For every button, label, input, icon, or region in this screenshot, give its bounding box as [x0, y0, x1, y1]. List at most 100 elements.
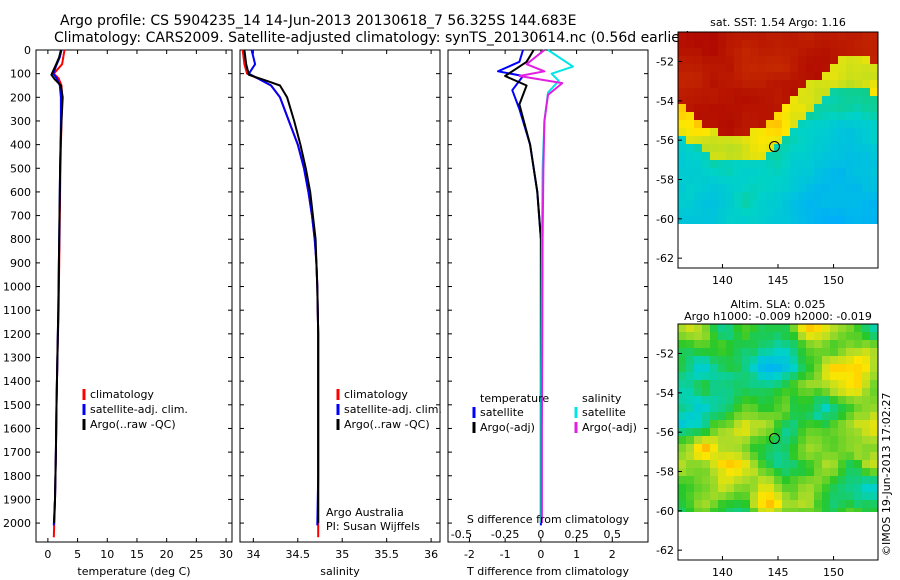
sst_map-cell: [726, 88, 734, 96]
sla_map-cell: [686, 476, 694, 484]
sst_map-cell: [694, 72, 702, 80]
sst_map-cell: [798, 120, 806, 128]
sla_map-cell: [806, 340, 814, 348]
sla_map-cell: [822, 412, 830, 420]
sst_map-cell: [694, 144, 702, 152]
sla_map-cell: [766, 332, 774, 340]
sst_map-cell: [718, 88, 726, 96]
sla_map-cell: [742, 500, 750, 508]
sla_map-cell: [790, 340, 798, 348]
sst_map-cell: [806, 216, 814, 224]
sla_map-cell: [726, 484, 734, 492]
sst_map-cell: [814, 40, 822, 48]
sst_map-cell: [822, 192, 830, 200]
sla_map-cell: [822, 420, 830, 428]
sst_map-cell: [854, 96, 862, 104]
sst_map-cell: [814, 152, 822, 160]
sst_map-cell: [734, 184, 742, 192]
sla_map-cell: [790, 380, 798, 388]
sst_map-cell: [806, 104, 814, 112]
sst_map-cell: [766, 72, 774, 80]
sst_map-cell: [862, 104, 870, 112]
sla_map-cell: [766, 348, 774, 356]
sst_map-cell: [814, 96, 822, 104]
sla_map-cell: [870, 372, 878, 380]
sst_map-cell: [798, 96, 806, 104]
sla_map-cell: [734, 436, 742, 444]
difference-xtick-label: -2: [464, 548, 475, 561]
sst_map-cell: [798, 160, 806, 168]
sst_map-cell: [846, 104, 854, 112]
sst_map-cell: [694, 200, 702, 208]
sst_map-cell: [774, 64, 782, 72]
sla_map-cell: [702, 452, 710, 460]
sst_map-cell: [678, 64, 686, 72]
sst_map-cell: [734, 72, 742, 80]
sst_map-cell: [750, 216, 758, 224]
sla_map-cell: [814, 404, 822, 412]
sst_map-cell: [694, 40, 702, 48]
sst_map-cell: [806, 176, 814, 184]
sst_map-cell: [830, 128, 838, 136]
salinity-series-argo-raw-qc-: [243, 49, 320, 524]
sst_map-cell: [750, 72, 758, 80]
salinity-xtick-label: 36: [424, 548, 438, 561]
sst_map-cell: [862, 144, 870, 152]
sst_map-cell: [814, 56, 822, 64]
sla_map-cell: [766, 468, 774, 476]
sla_map-cell: [686, 484, 694, 492]
depth-tick-label: 1700: [3, 446, 31, 459]
sst_map-cell: [742, 160, 750, 168]
sla_map-cell: [758, 380, 766, 388]
temperature-xtick-label: 10: [100, 548, 114, 561]
sla_map-cell: [774, 396, 782, 404]
sst_map-cell: [758, 48, 766, 56]
sla_map-cell: [862, 420, 870, 428]
sla_map-cell: [758, 404, 766, 412]
sla_map-cell: [822, 452, 830, 460]
sst_map-cell: [854, 80, 862, 88]
sst_map-cell: [846, 216, 854, 224]
sla_map-cell: [774, 508, 782, 512]
sst_map-cell: [774, 176, 782, 184]
sla_map-cell: [854, 484, 862, 492]
sst_map-cell: [766, 160, 774, 168]
sst_map-title: sat. SST: 1.54 Argo: 1.16: [710, 16, 846, 29]
sla_map-cell: [726, 460, 734, 468]
sst_map-cell: [870, 192, 878, 200]
sla_map-cell: [782, 428, 790, 436]
sst_map-cell: [702, 176, 710, 184]
sst_map-cell: [710, 136, 718, 144]
sla_map-cell: [774, 492, 782, 500]
sst_map-cell: [758, 152, 766, 160]
sst_map-cell: [766, 40, 774, 48]
sst_map-cell: [822, 208, 830, 216]
sla_map-cell: [726, 476, 734, 484]
sla_map-cell: [742, 332, 750, 340]
sla_map-cell: [726, 388, 734, 396]
sla_map-cell: [678, 396, 686, 404]
sla_map-cell: [710, 468, 718, 476]
sst_map-cell: [702, 192, 710, 200]
sst_map-cell: [798, 104, 806, 112]
sst_map-cell: [750, 96, 758, 104]
sla_map-cell: [822, 348, 830, 356]
sla_map-cell: [830, 412, 838, 420]
sst_map-cell: [742, 56, 750, 64]
sla_map-cell: [846, 388, 854, 396]
temperature-xlabel: temperature (deg C): [77, 565, 190, 578]
sla_map-cell: [766, 492, 774, 500]
sst_map-cell: [854, 208, 862, 216]
sst_map-cell: [694, 168, 702, 176]
sla_map-cell: [814, 356, 822, 364]
sst_map-cell: [686, 112, 694, 120]
salinity-axes-frame: [239, 49, 441, 543]
sla_map-cell: [710, 372, 718, 380]
sst_map-cell: [694, 120, 702, 128]
sla_map-cell: [838, 324, 846, 332]
sla_map-cell: [830, 340, 838, 348]
sla_map-cell: [718, 452, 726, 460]
sst_map-cell: [822, 64, 830, 72]
sst_map-cell: [694, 80, 702, 88]
